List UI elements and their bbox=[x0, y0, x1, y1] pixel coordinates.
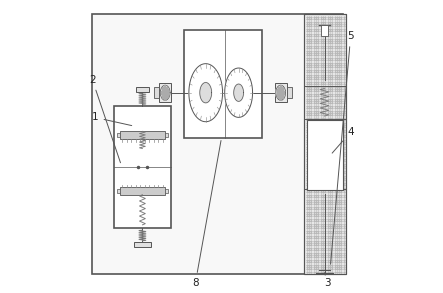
Text: 3: 3 bbox=[324, 273, 331, 288]
Polygon shape bbox=[142, 134, 145, 135]
Polygon shape bbox=[142, 224, 145, 225]
Polygon shape bbox=[142, 214, 145, 215]
Polygon shape bbox=[320, 113, 325, 114]
Polygon shape bbox=[140, 147, 142, 148]
Polygon shape bbox=[160, 85, 170, 100]
Polygon shape bbox=[142, 102, 146, 103]
Polygon shape bbox=[325, 101, 329, 102]
Text: 5: 5 bbox=[330, 31, 354, 264]
Bar bbox=[117, 190, 120, 193]
Bar bbox=[304, 14, 346, 274]
Polygon shape bbox=[142, 219, 145, 220]
Bar bbox=[92, 14, 343, 274]
Text: 2: 2 bbox=[89, 75, 120, 163]
Polygon shape bbox=[142, 94, 146, 95]
Text: 8: 8 bbox=[192, 141, 221, 288]
Polygon shape bbox=[189, 64, 222, 122]
Polygon shape bbox=[139, 93, 142, 94]
Polygon shape bbox=[325, 110, 329, 111]
Polygon shape bbox=[225, 68, 253, 117]
Polygon shape bbox=[142, 231, 146, 232]
Polygon shape bbox=[142, 233, 146, 234]
Polygon shape bbox=[139, 99, 142, 100]
Bar bbox=[275, 83, 287, 102]
Polygon shape bbox=[142, 96, 146, 97]
Polygon shape bbox=[320, 90, 325, 91]
Polygon shape bbox=[142, 140, 145, 141]
Bar bbox=[120, 131, 165, 139]
Polygon shape bbox=[320, 108, 325, 109]
Polygon shape bbox=[325, 92, 329, 93]
Polygon shape bbox=[320, 94, 325, 95]
Bar bbox=[329, 120, 336, 129]
Bar bbox=[184, 30, 262, 138]
Polygon shape bbox=[140, 144, 142, 145]
Polygon shape bbox=[139, 234, 142, 235]
Text: 4: 4 bbox=[332, 127, 354, 153]
Bar bbox=[321, 25, 328, 36]
Text: 1: 1 bbox=[92, 113, 132, 126]
Polygon shape bbox=[140, 201, 142, 202]
Bar bbox=[329, 178, 336, 187]
Bar bbox=[134, 242, 151, 248]
Bar bbox=[287, 88, 292, 98]
Polygon shape bbox=[276, 85, 286, 100]
Polygon shape bbox=[142, 203, 145, 205]
Polygon shape bbox=[142, 198, 145, 200]
Polygon shape bbox=[140, 216, 142, 217]
Polygon shape bbox=[142, 209, 145, 210]
Polygon shape bbox=[140, 221, 142, 222]
Bar bbox=[136, 87, 149, 92]
Bar bbox=[313, 120, 320, 129]
Polygon shape bbox=[142, 143, 145, 144]
Polygon shape bbox=[142, 98, 146, 99]
Bar bbox=[120, 188, 165, 195]
Bar bbox=[165, 133, 168, 137]
Polygon shape bbox=[140, 211, 142, 212]
Polygon shape bbox=[139, 97, 142, 98]
Polygon shape bbox=[320, 103, 325, 105]
Polygon shape bbox=[200, 83, 212, 103]
Bar bbox=[159, 83, 171, 102]
Bar bbox=[313, 178, 320, 187]
Polygon shape bbox=[139, 232, 142, 233]
Bar bbox=[165, 190, 168, 193]
Bar bbox=[307, 120, 343, 190]
Polygon shape bbox=[320, 99, 325, 100]
Polygon shape bbox=[140, 133, 142, 134]
Polygon shape bbox=[142, 235, 146, 236]
Polygon shape bbox=[142, 240, 146, 241]
Polygon shape bbox=[140, 206, 142, 207]
Bar bbox=[154, 88, 159, 98]
Bar bbox=[304, 14, 346, 274]
Polygon shape bbox=[142, 137, 145, 138]
Polygon shape bbox=[325, 96, 329, 98]
Bar bbox=[117, 133, 120, 137]
Polygon shape bbox=[140, 196, 142, 197]
Polygon shape bbox=[142, 131, 145, 132]
Polygon shape bbox=[325, 106, 329, 107]
Polygon shape bbox=[234, 84, 244, 101]
Polygon shape bbox=[139, 95, 142, 96]
Bar bbox=[114, 106, 171, 228]
Polygon shape bbox=[139, 239, 142, 240]
Polygon shape bbox=[325, 115, 329, 116]
